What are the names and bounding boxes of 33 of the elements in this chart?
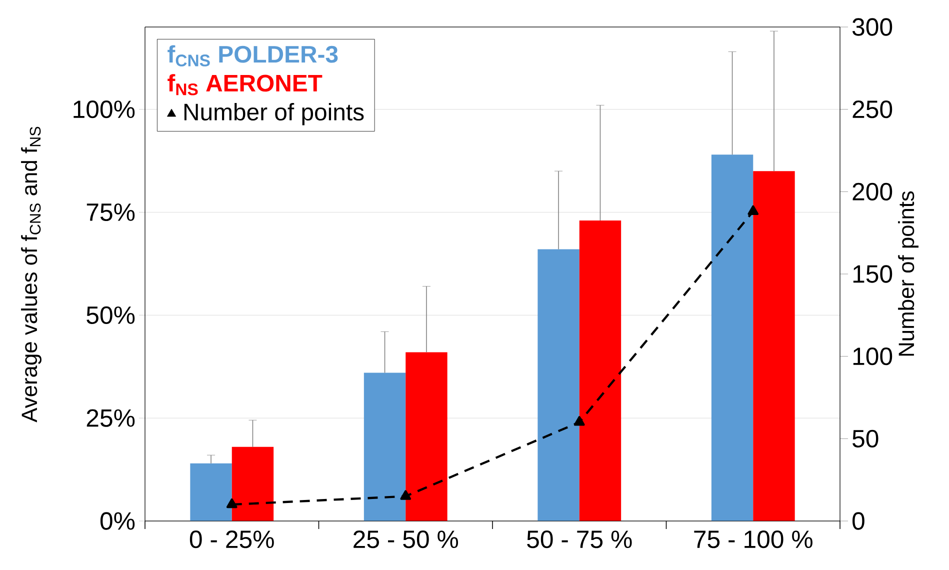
bar: [364, 372, 406, 521]
point: [574, 416, 585, 426]
y-axis-title: Average values of f$_{CNS}$ and f$_{NS}$: [21, 126, 42, 422]
legend-label: Number of points: [184, 102, 364, 126]
y-tick-label: 100%: [74, 100, 135, 118]
bar: [406, 352, 448, 521]
bar: [753, 171, 795, 521]
y-tick-label: 25%: [86, 409, 135, 427]
y2-tick-label: 100: [853, 348, 892, 366]
bar: [711, 154, 754, 521]
x-tick-label: 75 - 100 %: [694, 530, 812, 548]
y2-tick-label: 150: [853, 265, 892, 283]
x-tick-label: 50 - 75 %: [527, 530, 632, 548]
y-tick-label: 50%: [86, 306, 135, 324]
bar: [232, 446, 274, 521]
text: f$_{NS}$ AERONET: [168, 74, 322, 96]
y-tick-label: 75%: [86, 203, 135, 222]
y2-tick-label: 250: [852, 100, 892, 118]
y2-tick-label: 300: [852, 18, 892, 36]
bar: [190, 463, 232, 521]
text: f$_{CNS}$ POLDER-3: [168, 45, 338, 66]
y2-axis-title: Number of points: [898, 191, 918, 356]
y-tick-label: 0%: [100, 512, 135, 530]
x-tick-label: 0 - 25%: [190, 530, 274, 548]
bar: [579, 220, 622, 521]
y2-tick-label: 200: [852, 182, 892, 200]
x-tick-label: 25 - 50 %: [354, 530, 458, 548]
point: [748, 205, 759, 216]
bar: [538, 249, 580, 521]
y2-tick-label: 50: [852, 430, 878, 448]
point: [226, 498, 238, 508]
point: [400, 490, 412, 500]
y2-tick-label: 0: [852, 512, 864, 530]
